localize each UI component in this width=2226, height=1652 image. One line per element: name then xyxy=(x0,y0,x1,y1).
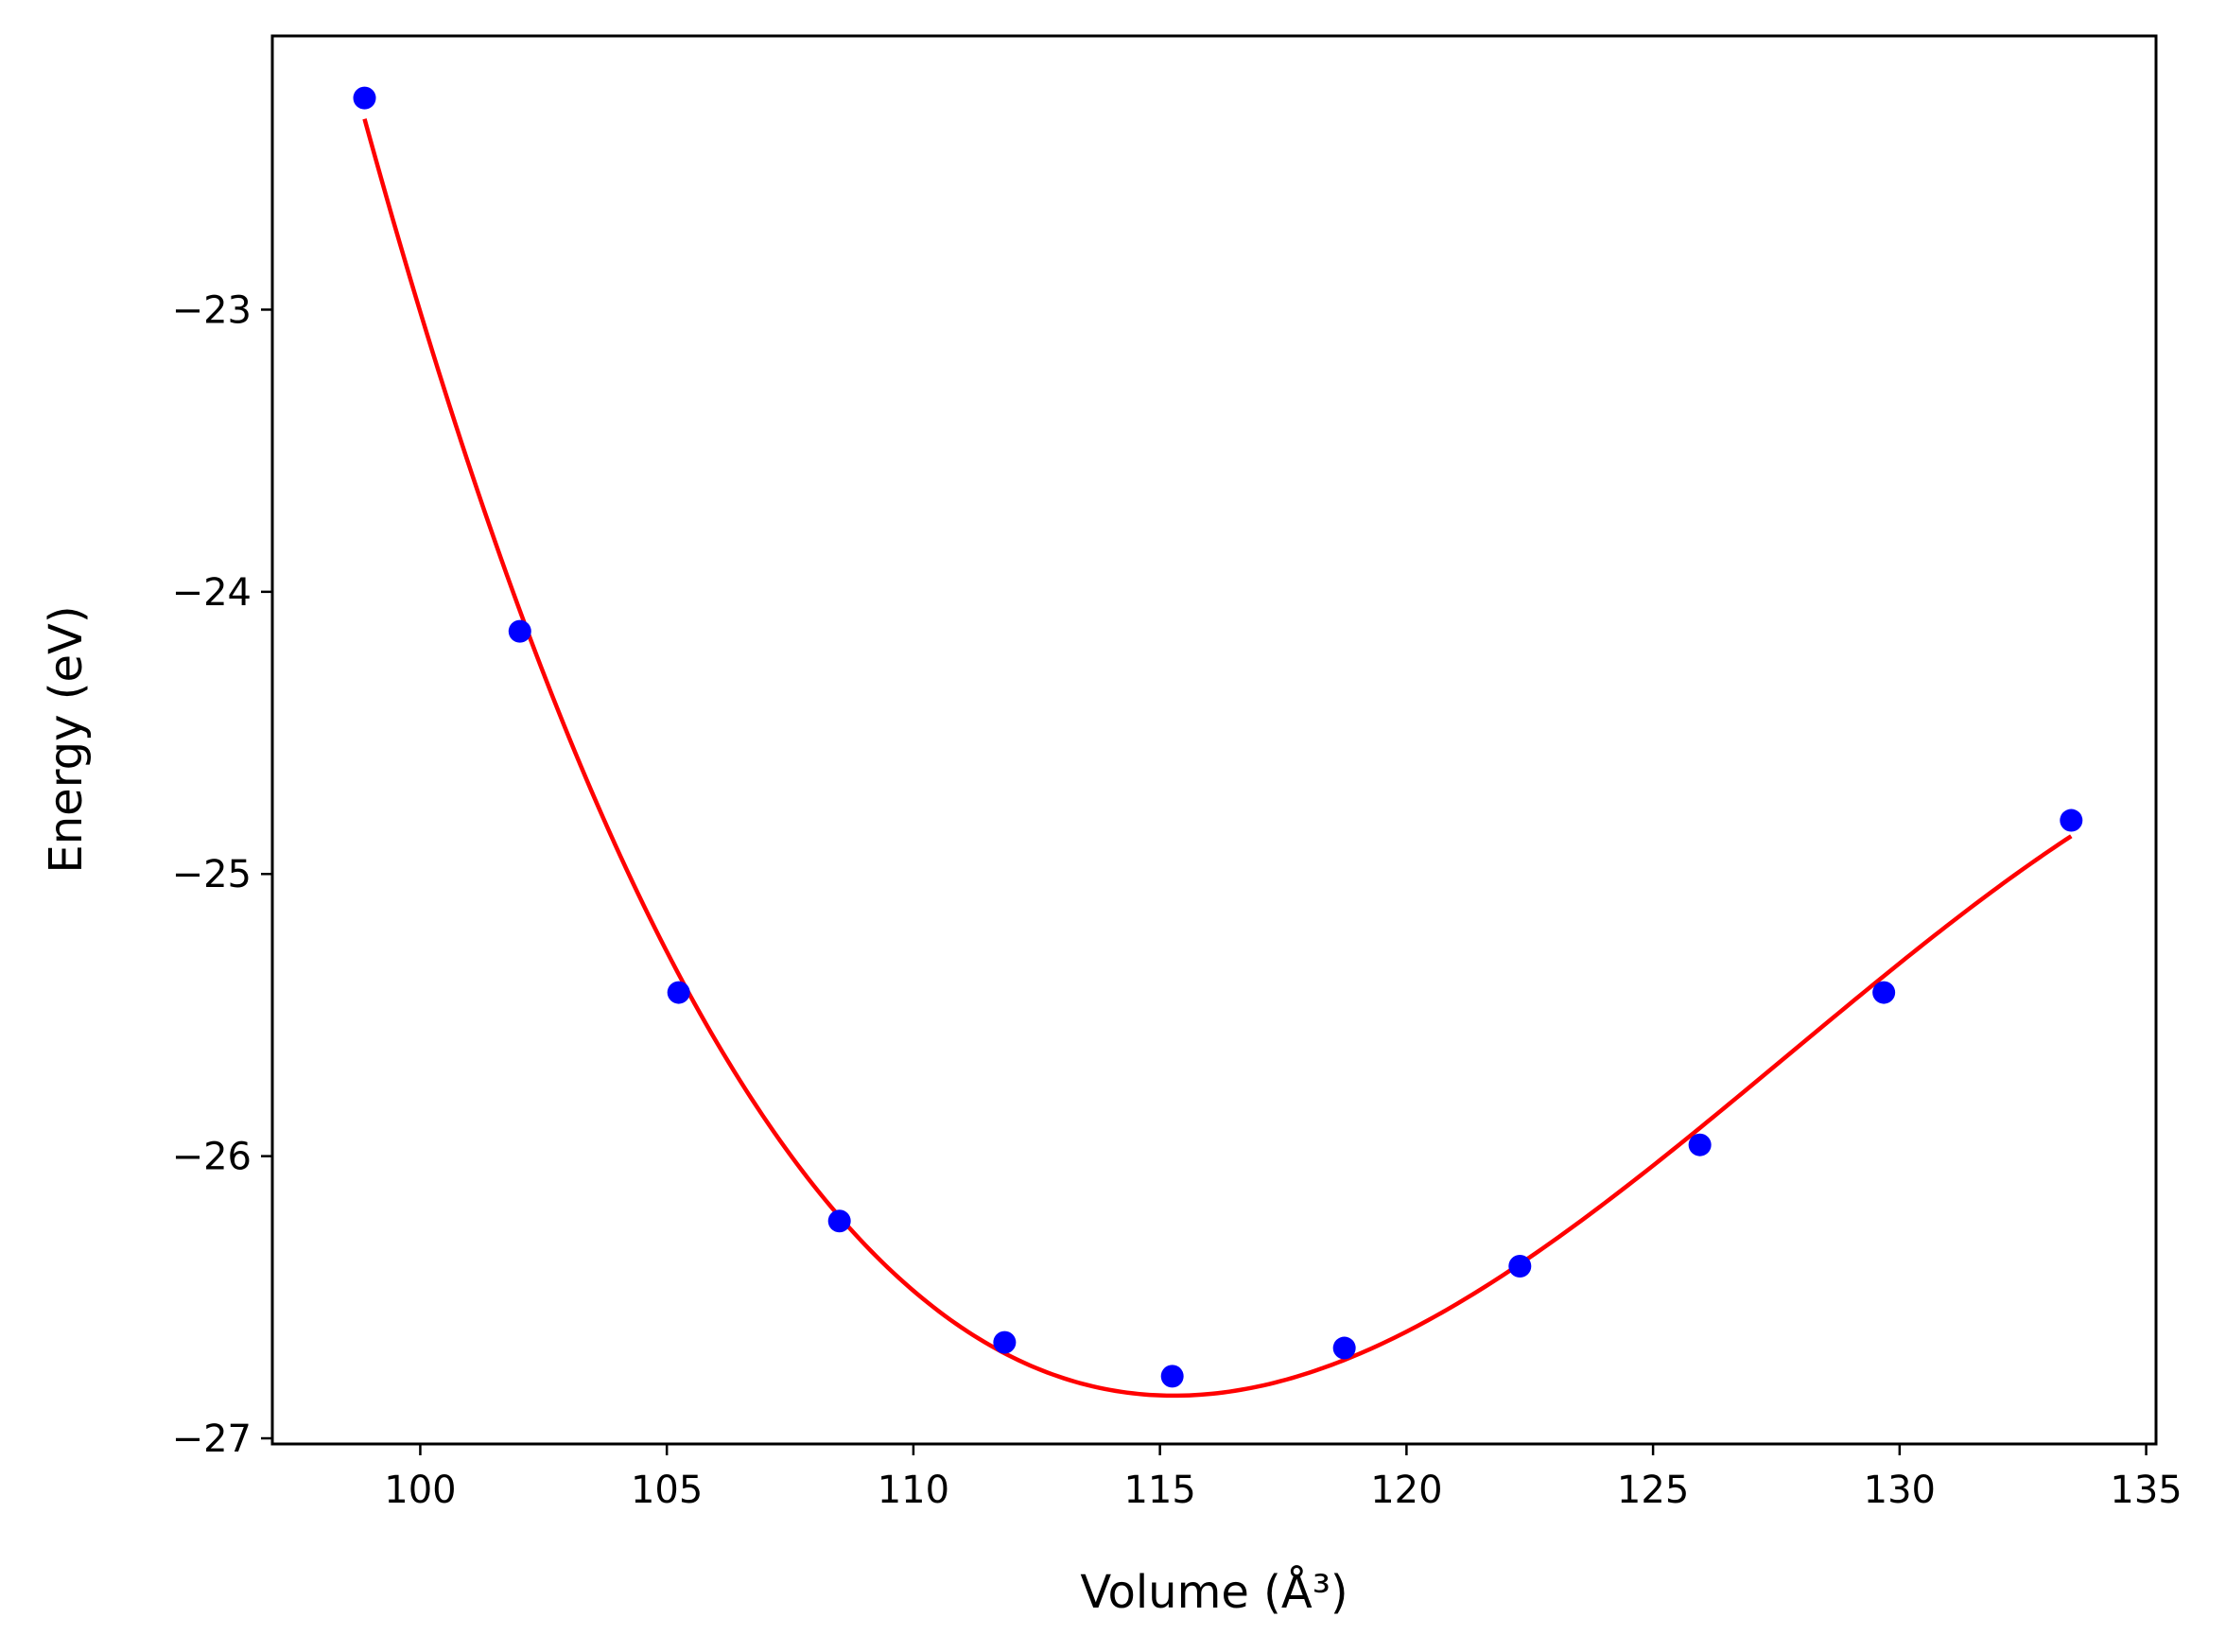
data-point xyxy=(667,981,690,1004)
y-axis: −27 −26 −25 −24 −23 xyxy=(172,288,272,1461)
y-tick-label: −24 xyxy=(172,571,252,615)
y-tick-label: −25 xyxy=(172,853,252,896)
y-axis-label: Energy (eV) xyxy=(40,605,93,873)
data-point xyxy=(1160,1365,1184,1388)
data-point xyxy=(508,619,531,643)
data-point xyxy=(1332,1336,1356,1360)
x-tick-label: 125 xyxy=(1617,1469,1689,1512)
data-point xyxy=(993,1330,1017,1354)
x-axis-label: Volume (Å³) xyxy=(1080,1565,1348,1619)
data-point xyxy=(1688,1133,1712,1156)
data-point xyxy=(1508,1255,1532,1278)
y-tick-label: −27 xyxy=(172,1417,252,1461)
data-point xyxy=(1872,981,1896,1004)
data-point xyxy=(2060,809,2083,832)
x-tick-label: 115 xyxy=(1123,1469,1195,1512)
axes-frame xyxy=(270,34,2158,1446)
data-point xyxy=(353,86,376,110)
y-tick-label: −23 xyxy=(172,288,252,332)
plot-area xyxy=(353,86,2083,1399)
fit-curve xyxy=(362,118,2073,1399)
x-tick-label: 135 xyxy=(2110,1469,2182,1512)
y-tick-label: −26 xyxy=(172,1136,252,1179)
x-tick-label: 110 xyxy=(878,1469,949,1512)
x-tick-label: 105 xyxy=(631,1469,703,1512)
x-tick-label: 130 xyxy=(1864,1469,1936,1512)
x-tick-label: 120 xyxy=(1370,1469,1442,1512)
x-tick-label: 100 xyxy=(384,1469,456,1512)
data-point xyxy=(827,1209,851,1233)
x-axis: 100 105 110 115 120 125 130 135 xyxy=(384,1444,2183,1512)
